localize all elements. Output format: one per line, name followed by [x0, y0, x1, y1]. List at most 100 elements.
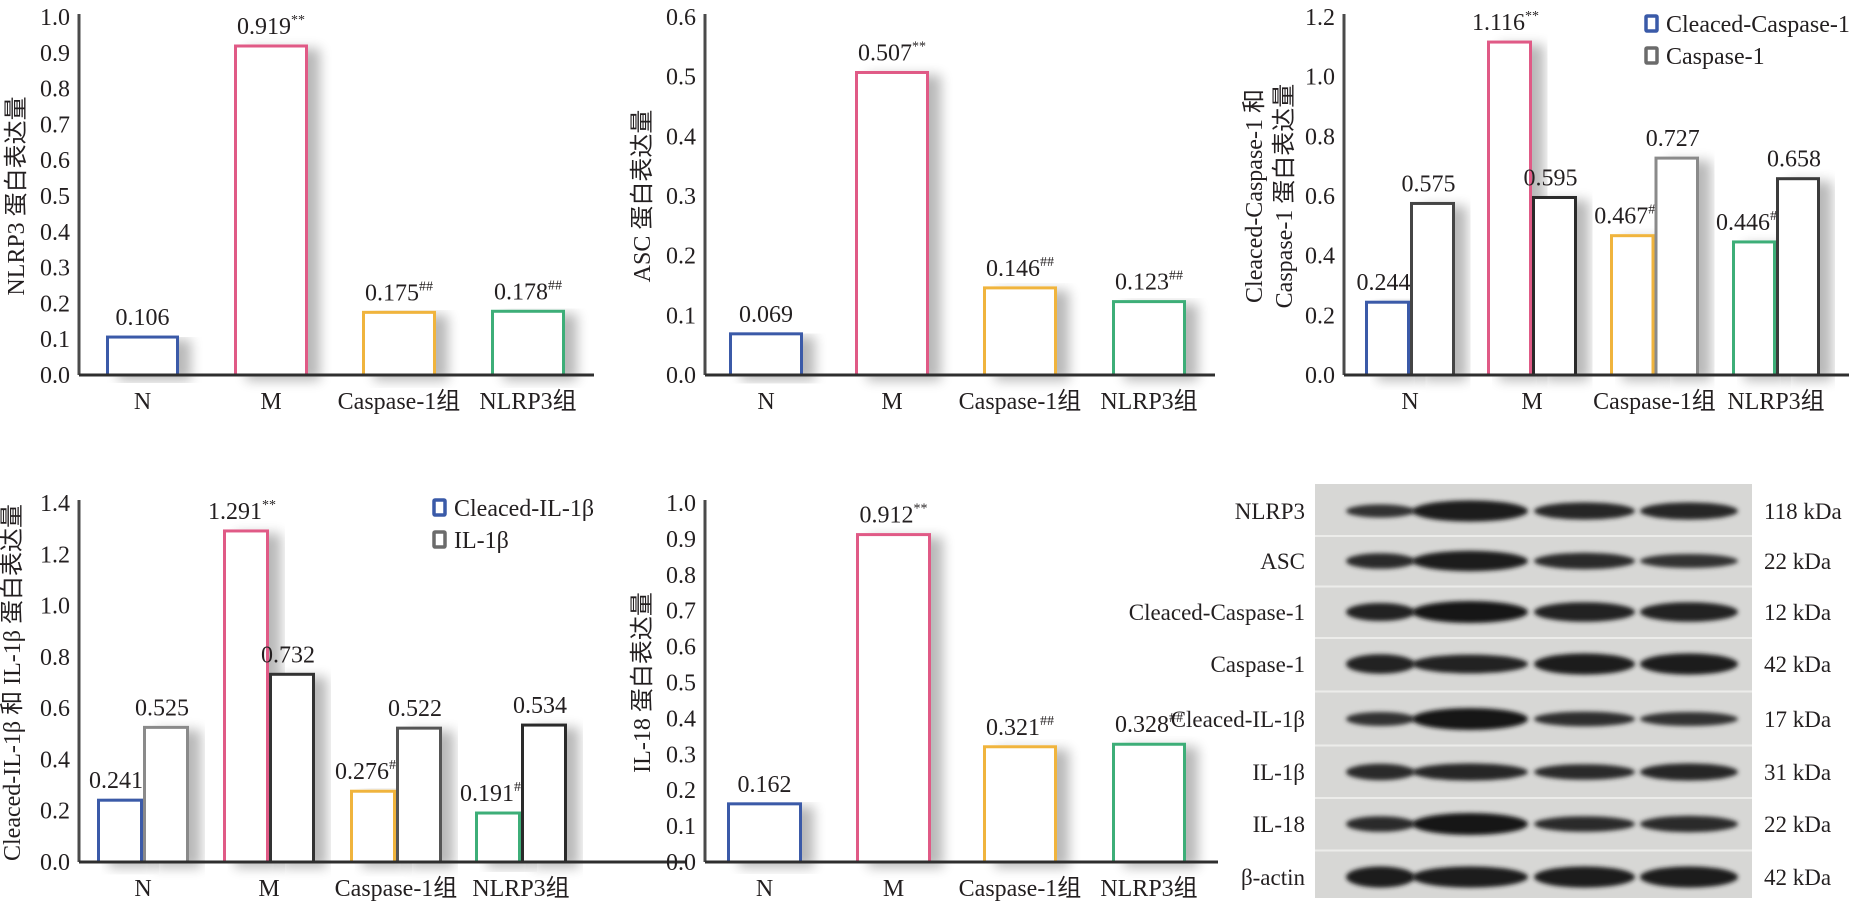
bar-il1b-il-1--0 [143, 725, 189, 864]
blot-size-label: 12 kDa [1764, 600, 1831, 625]
x-category-label: NLRP3组 [1100, 875, 1197, 902]
blot-band [1346, 603, 1415, 621]
blot-band [1534, 816, 1635, 832]
bar-asc-asc-2 [983, 286, 1057, 377]
x-category-label: Caspase-1组 [1593, 388, 1716, 415]
data-label: 1.291** [208, 498, 276, 525]
bar-caspase-caspase-1-0 [1410, 201, 1455, 377]
data-label: 0.658 [1767, 147, 1821, 173]
y-tick-label: 1.2 [40, 542, 70, 568]
blot-size-label: 17 kDa [1764, 707, 1831, 732]
blot-band [1412, 500, 1528, 522]
blot-size-label: 31 kDa [1764, 760, 1831, 785]
y-tick-label: 0.1 [666, 303, 696, 329]
data-label: 0.106 [116, 305, 170, 331]
data-label: 0.912** [860, 502, 928, 529]
legend-label: Cleaced-IL-1β [454, 496, 594, 522]
y-tick-label: 0.5 [666, 671, 696, 697]
x-category-label: M [258, 876, 279, 902]
x-category-label: N [134, 876, 151, 902]
blot-protein-label: Cleaced-IL-1β [1171, 707, 1305, 732]
blot-band [1534, 502, 1635, 520]
y-tick-label: 0.6 [40, 148, 70, 174]
blot-protein-label: NLRP3 [1235, 499, 1305, 524]
x-category-label: NLRP3组 [1100, 388, 1197, 415]
x-category-label: N [134, 389, 151, 415]
blot-band [1640, 502, 1738, 520]
y-tick-label: 0.9 [666, 527, 696, 553]
x-category-label: N [757, 389, 774, 415]
y-tick-label: 0.8 [40, 645, 70, 671]
legend-swatch [432, 530, 447, 549]
blot-band [1346, 866, 1415, 888]
y-axis-title: IL-18 蛋白表达量 [629, 592, 656, 773]
chart-nlrp3: 0.106 0.919** 0.175## 0.178## 0.0 0.1 0.2 0.3 0.… [3, 5, 594, 415]
y-tick-label: 0.3 [666, 184, 696, 210]
y-tick-label: 0.4 [40, 747, 70, 773]
y-axis-title: Cleaced-Caspase-1 和 [1241, 89, 1268, 303]
data-label: 0.123## [1115, 269, 1183, 296]
x-category-label: NLRP3组 [479, 388, 576, 415]
y-tick-label: 0.2 [40, 799, 70, 825]
y-tick-label: 0.4 [40, 220, 70, 246]
x-category-label: M [1521, 389, 1542, 415]
y-tick-label: 0.2 [1305, 303, 1335, 329]
y-tick-label: 0.8 [666, 563, 696, 589]
y-tick-label: 0.3 [40, 256, 70, 282]
y-tick-label: 0.0 [666, 850, 696, 876]
y-tick-label: 0.5 [666, 65, 696, 91]
blot-protein-label: ASC [1260, 549, 1305, 574]
y-tick-label: 0.0 [40, 363, 70, 389]
blot-size-label: 118 kDa [1764, 499, 1842, 524]
data-label: 0.522 [388, 696, 442, 722]
blot-band [1346, 712, 1415, 726]
western-blot-panel: NLRP3 118 kDa ASC 22 kDa Cleaced-Caspase-1 12… [1129, 484, 1842, 898]
x-category-label: M [260, 389, 281, 415]
legend-label: Cleaced-Caspase-1 [1666, 12, 1850, 38]
x-category-label: Caspase-1组 [959, 875, 1082, 902]
data-label: 0.919** [237, 13, 305, 40]
bar-caspase-caspase-1-1 [1532, 195, 1577, 377]
y-tick-label: 0.6 [40, 696, 70, 722]
blot-band [1346, 816, 1415, 832]
y-tick-label: 0.0 [666, 363, 696, 389]
data-label: 0.727 [1646, 126, 1700, 152]
y-tick-label: 1.0 [1305, 65, 1335, 91]
x-category-label: N [1401, 389, 1418, 415]
legend-swatch [432, 498, 447, 517]
y-tick-label: 0.4 [666, 124, 696, 150]
y-tick-label: 1.0 [40, 594, 70, 620]
blot-protein-label: IL-18 [1253, 812, 1305, 837]
y-tick-label: 0.6 [1305, 184, 1335, 210]
bar-nlrp3-nlrp3-1 [234, 44, 308, 377]
data-label: 0.175## [365, 279, 433, 306]
y-tick-label: 0.1 [40, 327, 70, 353]
blot-band [1534, 764, 1635, 780]
x-category-label: N [756, 876, 773, 902]
data-label: 0.276## [335, 758, 403, 785]
blot-protein-label: Caspase-1 [1210, 652, 1305, 677]
blot-band [1412, 763, 1528, 781]
y-axis-title: NLRP3 蛋白表达量 [3, 96, 30, 295]
data-label: 0.244 [1357, 270, 1411, 296]
legend-label: IL-1β [454, 528, 509, 554]
chart-asc: 0.069 0.507** 0.146## 0.123## 0.0 0.1 0.2 0.3 0.… [629, 5, 1215, 415]
bar-il18-il-18-3 [1112, 742, 1186, 864]
blot-band [1412, 654, 1528, 674]
bar-caspase-cleaced-caspase-1-2 [1610, 234, 1655, 377]
y-tick-label: 0.5 [40, 184, 70, 210]
y-tick-label: 0.3 [666, 742, 696, 768]
bar-il18-il-18-0 [727, 802, 802, 864]
bar-il1b-cleaced-il-1--1 [223, 529, 269, 864]
bar-il1b-il-1--2 [396, 726, 442, 864]
y-tick-label: 1.2 [1305, 5, 1335, 31]
data-label: 0.575 [1402, 171, 1456, 197]
bar-asc-asc-1 [855, 70, 929, 377]
data-label: 0.069 [739, 302, 793, 328]
blot-size-label: 42 kDa [1764, 865, 1831, 890]
data-label: 0.162 [738, 772, 792, 798]
blot-band [1346, 504, 1415, 518]
blot-protein-label: Cleaced-Caspase-1 [1129, 600, 1305, 625]
legend: Cleaced-IL-1β IL-1β [432, 496, 594, 554]
chart-il1b: 0.241 0.525 1.291** 0.732 0.276## 0.522 0.191#… [0, 491, 687, 902]
